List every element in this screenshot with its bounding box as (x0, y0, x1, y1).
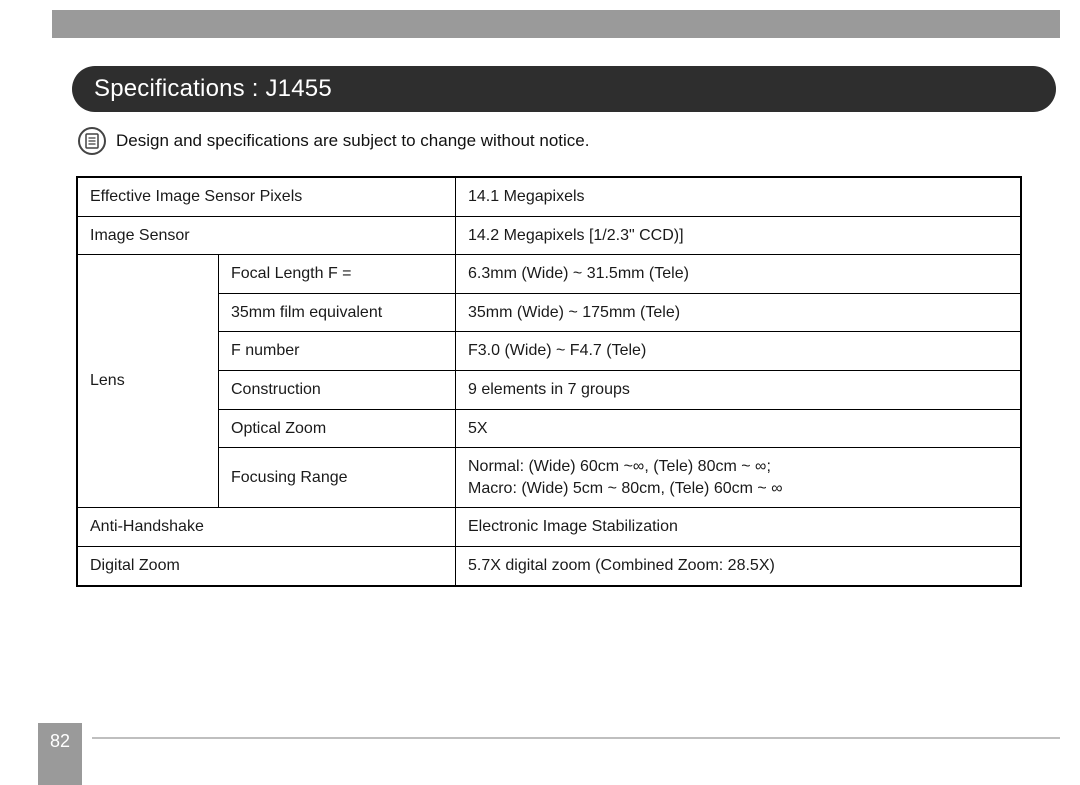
spec-label: Anti-Handshake (77, 508, 456, 547)
spec-value: 35mm (Wide) ~ 175mm (Tele) (456, 293, 1022, 332)
spec-value: 6.3mm (Wide) ~ 31.5mm (Tele) (456, 255, 1022, 294)
spec-value: 5X (456, 409, 1022, 448)
page-number-tab: 82 (38, 723, 82, 785)
spec-value: Normal: (Wide) 60cm ~∞, (Tele) 80cm ~ ∞;… (456, 448, 1022, 508)
table-row: Optical Zoom5X (77, 409, 1021, 448)
table-row: 35mm film equivalent35mm (Wide) ~ 175mm … (77, 293, 1021, 332)
spec-group-label: Lens (77, 255, 219, 508)
spec-label: Image Sensor (77, 216, 456, 255)
spec-value: 5.7X digital zoom (Combined Zoom: 28.5X) (456, 546, 1022, 585)
spec-sub-label: Focal Length F = (219, 255, 456, 294)
page-number: 82 (50, 731, 70, 752)
table-row: Digital Zoom5.7X digital zoom (Combined … (77, 546, 1021, 585)
section-title: Specifications : J1455 (94, 75, 332, 103)
table-row: LensFocal Length F =6.3mm (Wide) ~ 31.5m… (77, 255, 1021, 294)
spec-label: Digital Zoom (77, 546, 456, 585)
top-gray-bar (52, 10, 1060, 38)
spec-sub-label: F number (219, 332, 456, 371)
section-title-pill: Specifications : J1455 (72, 66, 1056, 112)
table-row: Focusing RangeNormal: (Wide) 60cm ~∞, (T… (77, 448, 1021, 508)
table-row: Anti-HandshakeElectronic Image Stabiliza… (77, 508, 1021, 547)
spec-sub-label: Optical Zoom (219, 409, 456, 448)
spec-value: F3.0 (Wide) ~ F4.7 (Tele) (456, 332, 1022, 371)
spec-sub-label: Construction (219, 370, 456, 409)
spec-value: 14.1 Megapixels (456, 177, 1022, 216)
spec-value: Electronic Image Stabilization (456, 508, 1022, 547)
spec-table-body: Effective Image Sensor Pixels14.1 Megapi… (77, 177, 1021, 586)
table-row: Construction9 elements in 7 groups (77, 370, 1021, 409)
spec-sub-label: Focusing Range (219, 448, 456, 508)
table-row: F numberF3.0 (Wide) ~ F4.7 (Tele) (77, 332, 1021, 371)
spec-table: Effective Image Sensor Pixels14.1 Megapi… (76, 176, 1022, 587)
spec-value: 14.2 Megapixels [1/2.3" CCD)] (456, 216, 1022, 255)
footer-divider (92, 737, 1060, 739)
spec-sub-label: 35mm film equivalent (219, 293, 456, 332)
table-row: Effective Image Sensor Pixels14.1 Megapi… (77, 177, 1021, 216)
note-document-icon (78, 127, 106, 155)
note-row: Design and specifications are subject to… (78, 127, 1056, 155)
spec-value: 9 elements in 7 groups (456, 370, 1022, 409)
note-text: Design and specifications are subject to… (116, 131, 589, 151)
table-row: Image Sensor14.2 Megapixels [1/2.3" CCD)… (77, 216, 1021, 255)
spec-label: Effective Image Sensor Pixels (77, 177, 456, 216)
